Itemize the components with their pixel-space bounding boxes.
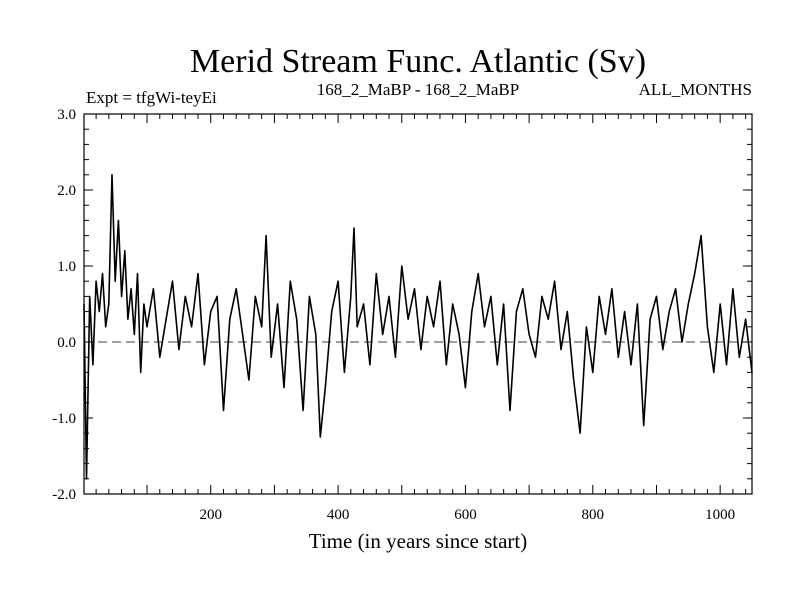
y-tick-label: -2.0 — [52, 487, 76, 503]
series-line-1 — [83, 174, 753, 480]
y-tick-label: -1.0 — [52, 411, 76, 427]
chart-subtitle-right: ALL_MONTHS — [639, 80, 752, 99]
chart-subtitle-center: 168_2_MaBP - 168_2_MaBP — [317, 80, 519, 99]
plot-frame — [83, 113, 753, 495]
y-tick-label: 3.0 — [57, 107, 76, 123]
x-tick-label: 600 — [454, 507, 477, 523]
plot-area: -2.0 -1.0 0.0 1.0 2.0 3.0 200 400 600 800 1000 — [52, 107, 753, 523]
x-tick-label: 200 — [199, 507, 222, 523]
x-tick-label: 1000 — [705, 507, 735, 523]
y-tick-label: 0.0 — [57, 335, 76, 351]
chart-subtitle-left: Expt = tfgWi-teyEi — [86, 88, 217, 107]
y-tick-label: 2.0 — [57, 183, 76, 199]
x-axis-label: Time (in years since start) — [309, 529, 528, 553]
x-tick-label: 800 — [582, 507, 605, 523]
x-tick-label: 400 — [327, 507, 350, 523]
chart-title: Merid Stream Func. Atlantic (Sv) — [190, 43, 646, 80]
y-tick-label: 1.0 — [57, 259, 76, 275]
